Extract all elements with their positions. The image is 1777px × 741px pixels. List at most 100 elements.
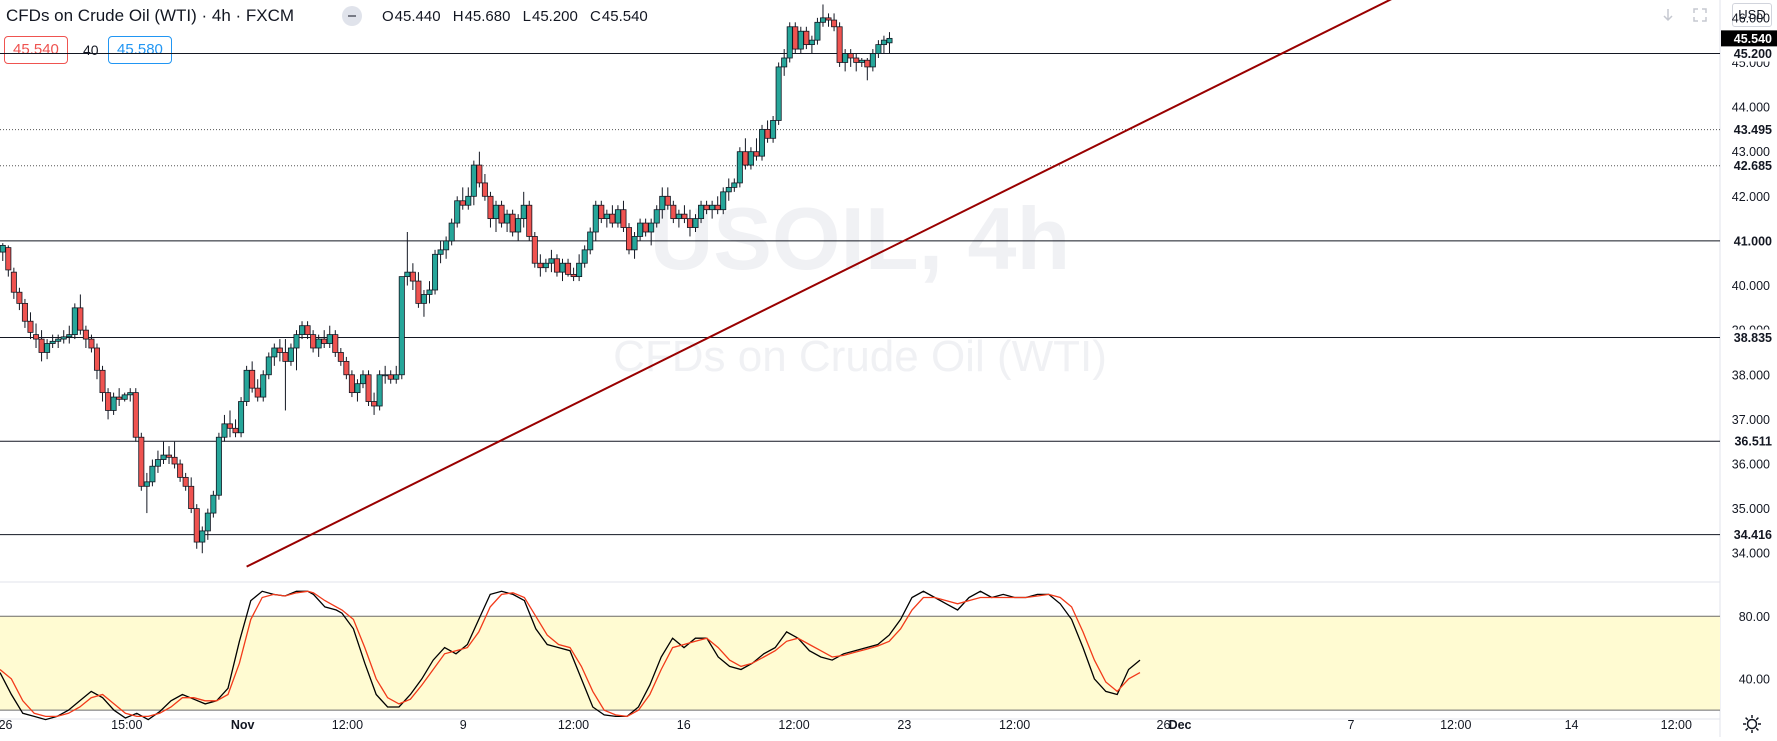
candle-body [836, 26, 843, 63]
candle [116, 388, 123, 406]
candle [337, 348, 344, 366]
level-label-bg [1721, 45, 1777, 62]
candle [226, 410, 233, 438]
candle-body [465, 195, 472, 206]
candle-body [204, 512, 211, 532]
candle-body [886, 37, 893, 44]
candle [448, 218, 455, 246]
candle-body [221, 423, 228, 438]
y-tick-label: 44.000 [1732, 101, 1770, 115]
candle [487, 191, 494, 228]
candle-body [498, 204, 505, 224]
candle [481, 174, 488, 201]
symbol-title[interactable]: CFDs on Crude Oil (WTI) · 4h · FXCM [6, 6, 295, 25]
candle [537, 254, 544, 277]
candle-body [66, 334, 73, 338]
candle [814, 17, 821, 45]
candle [592, 200, 599, 241]
candle-body [0, 244, 6, 253]
candle-body [648, 222, 655, 233]
candle-body [393, 374, 400, 380]
candle-body [875, 44, 882, 54]
candle [138, 432, 145, 491]
level-price-label: 34.416 [1721, 526, 1777, 543]
candle-body [71, 307, 78, 336]
x-tick-label: Nov [231, 718, 255, 732]
y-tick-label: 37.000 [1732, 413, 1770, 427]
candle-body [276, 347, 283, 353]
candle [71, 303, 78, 340]
candle-body [531, 236, 538, 264]
y-tick-label: 42.000 [1732, 190, 1770, 204]
candle [177, 459, 184, 482]
candle-body [93, 347, 100, 371]
candle [753, 138, 760, 161]
candle [221, 414, 228, 442]
gear-icon[interactable] [1740, 712, 1764, 736]
candle [260, 370, 267, 402]
candle-body [110, 396, 117, 411]
candle-body [825, 17, 832, 21]
candle [858, 58, 865, 67]
x-tick-label: 14 [1565, 718, 1579, 732]
candle [664, 187, 671, 210]
candle [21, 298, 28, 328]
candle [576, 254, 583, 282]
candle [437, 240, 444, 264]
candle [132, 388, 139, 442]
fullscreen-icon[interactable] [1689, 4, 1711, 26]
candle [282, 339, 289, 411]
candle [299, 321, 306, 340]
candle-body [781, 57, 788, 68]
candle [287, 343, 294, 366]
candle-body [337, 352, 344, 362]
candle-body [293, 334, 300, 349]
candle-body [681, 213, 688, 220]
open-key: O [382, 8, 394, 25]
candle [609, 205, 616, 228]
candle-body [27, 320, 34, 333]
candle-body [504, 213, 511, 224]
candle-body [188, 485, 195, 510]
candle [875, 40, 882, 58]
candle [880, 35, 887, 54]
candle-body [359, 374, 366, 385]
y-tick-label: 43.000 [1732, 145, 1770, 159]
candle-body [792, 26, 799, 50]
candle-body [631, 236, 638, 251]
candle [581, 245, 588, 268]
level-label-bg [1721, 121, 1777, 138]
candle [598, 200, 605, 224]
y-tick-label: 34.000 [1732, 547, 1770, 561]
candle [343, 356, 350, 380]
arrow-down-icon[interactable] [1657, 4, 1679, 26]
candle [781, 49, 788, 76]
candle [709, 200, 716, 219]
candle [93, 343, 100, 380]
candle-body [858, 59, 865, 63]
candle [836, 22, 843, 67]
candle [371, 392, 378, 415]
candle-body [420, 294, 427, 304]
candle-body [332, 334, 339, 353]
collapse-icon[interactable] [342, 6, 362, 26]
candle [731, 178, 738, 192]
ohlc-readout: O45.440 H45.680 L45.200 C45.540 [382, 8, 656, 25]
candle [326, 325, 333, 348]
candle [515, 214, 522, 241]
candle [154, 450, 161, 473]
candle [526, 200, 533, 241]
candle-body [77, 307, 84, 331]
candle [193, 504, 200, 549]
candle [121, 392, 128, 402]
candle [614, 205, 621, 228]
candle [808, 35, 815, 54]
candle [188, 477, 195, 514]
currency-button[interactable]: USD [1732, 3, 1772, 27]
candle [587, 227, 594, 255]
candle-body [847, 53, 854, 59]
candle [703, 200, 710, 215]
candle-body [775, 66, 782, 121]
candle [321, 330, 328, 348]
